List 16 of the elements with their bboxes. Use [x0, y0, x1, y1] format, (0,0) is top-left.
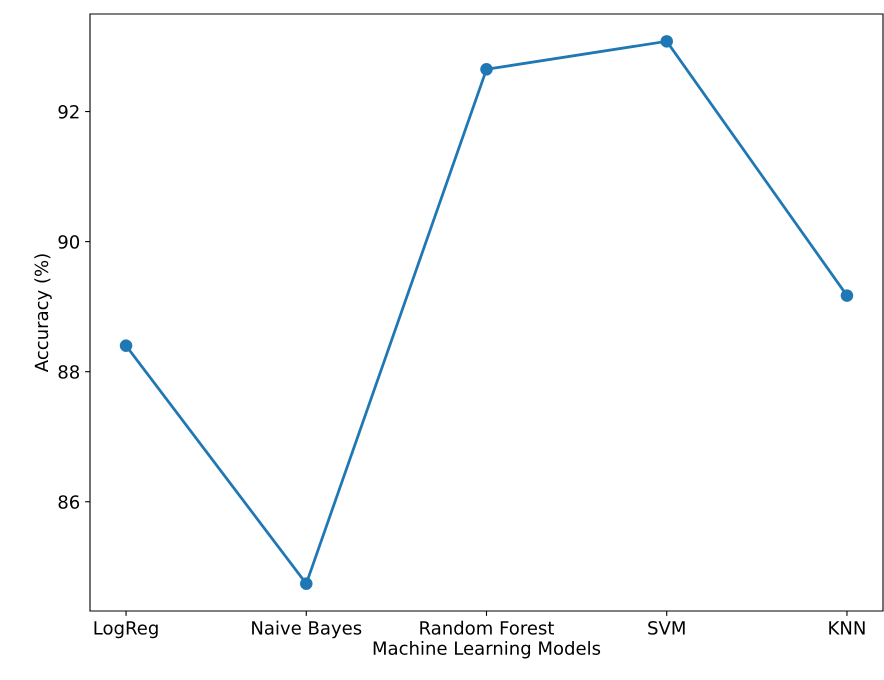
y-tick-label: 86: [58, 495, 80, 509]
point: [120, 339, 132, 352]
x-tick-label: LogReg: [94, 621, 158, 638]
y-tick-label: 92: [58, 105, 78, 119]
point: [840, 289, 854, 302]
y-axis-title: Accuracy (%): [34, 254, 52, 372]
x-tick-label: SVM: [648, 621, 685, 635]
x-tick-label: Random Forest: [420, 620, 554, 635]
y-tick-label: 90: [58, 235, 80, 249]
x-tick-label: Naive Bayes: [252, 620, 362, 638]
x-axis-title: Machine Learning Models: [374, 640, 600, 658]
point: [300, 577, 313, 590]
x-tick-label: KNN: [829, 621, 865, 634]
y-tick-label: 88: [58, 365, 80, 379]
point: [480, 63, 493, 76]
point: [660, 35, 673, 48]
